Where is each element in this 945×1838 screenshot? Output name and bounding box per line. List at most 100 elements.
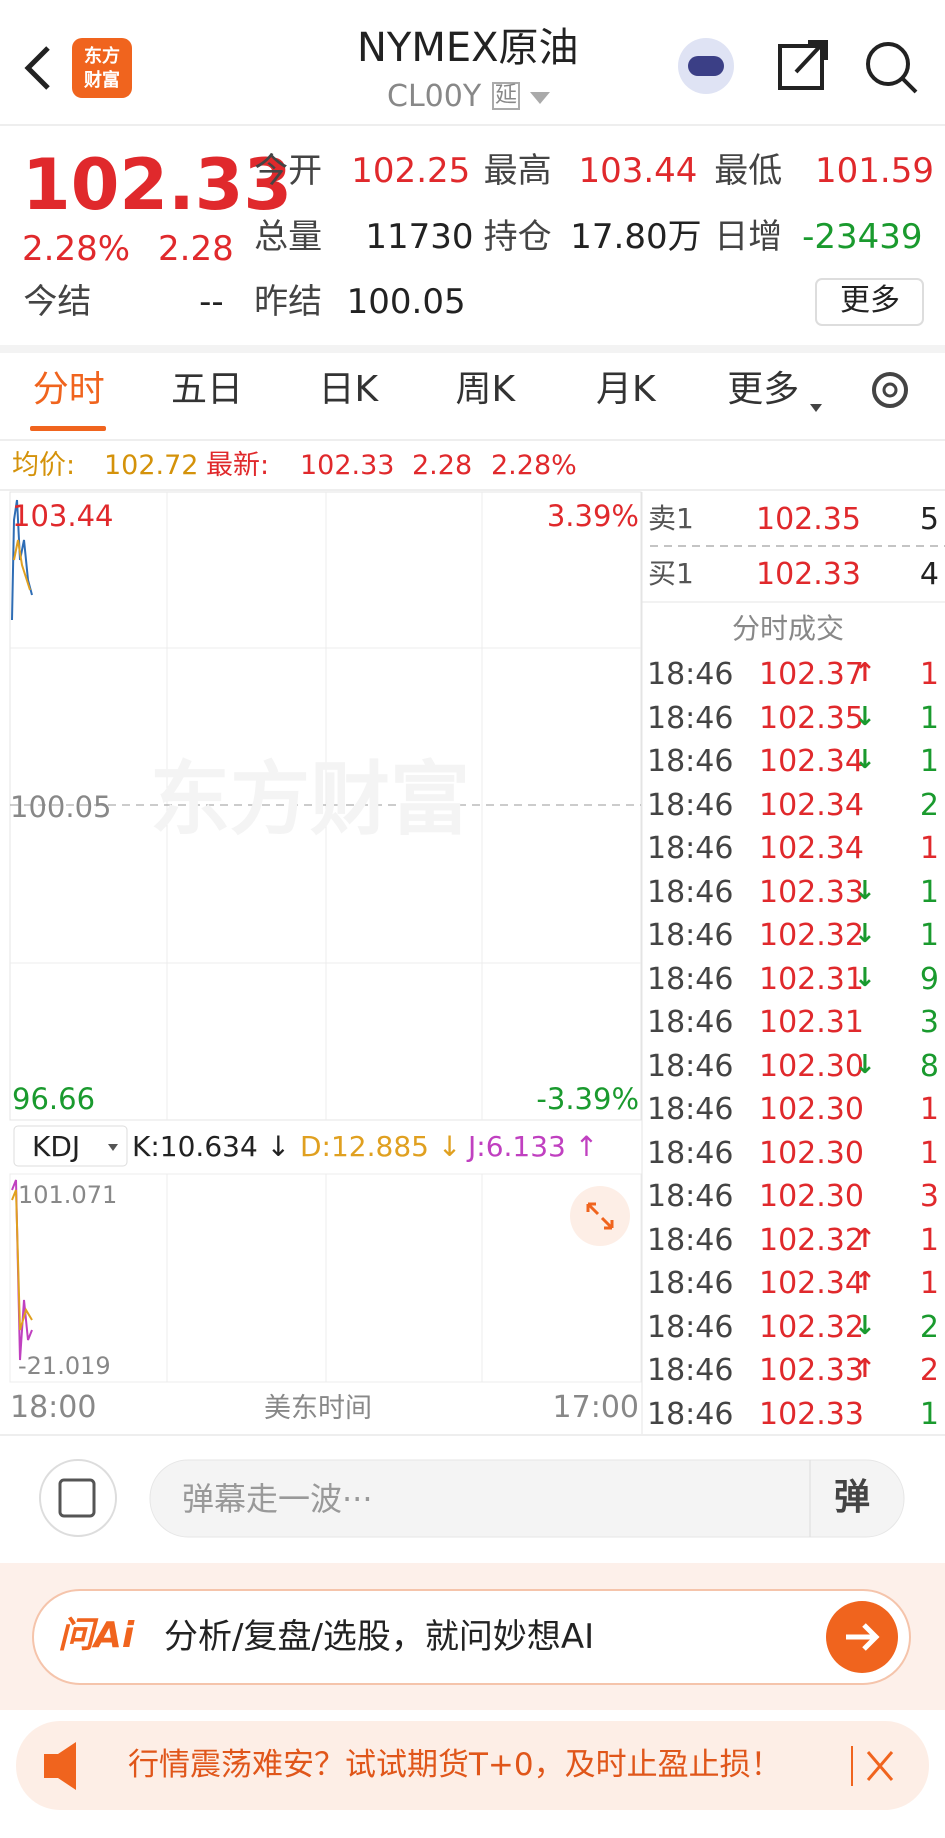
trade-volume: 1: [919, 744, 939, 779]
tab[interactable]: 更多: [727, 369, 800, 410]
trade-arrow: ↓: [854, 745, 876, 775]
trade-time: 18:46: [647, 831, 734, 866]
tab[interactable]: 月K: [596, 369, 656, 410]
book-label: 卖1: [648, 502, 694, 535]
x-mid: 美东时间: [264, 1393, 372, 1424]
kdj-d: D:12.885 ↓: [300, 1130, 462, 1163]
trade-time: 18:46: [647, 1048, 734, 1084]
field-value: 103.44: [578, 151, 698, 192]
trade-time: 18:46: [647, 1266, 734, 1301]
title: NYMEX原油: [357, 25, 579, 71]
trade-arrow: ↓: [854, 1049, 876, 1080]
field-value: --: [199, 282, 224, 323]
trades-title: 分时成交: [732, 612, 845, 645]
trade-volume: 1: [919, 1222, 939, 1258]
info-change: 2.28: [412, 450, 473, 481]
trade-volume: 3: [919, 1179, 939, 1214]
x-end: 17:00: [552, 1390, 639, 1425]
trade-price: 102.32: [759, 1222, 864, 1258]
field-label: 最低: [714, 151, 783, 192]
book-price: 102.35: [756, 502, 861, 537]
trade-volume: 1: [919, 831, 939, 866]
field-value: 17.80万: [570, 216, 702, 257]
price: 102.33: [22, 144, 293, 226]
book-volume: 4: [919, 557, 939, 592]
trade-volume: 1: [919, 1396, 939, 1432]
danmu-button[interactable]: 弹: [834, 1477, 871, 1518]
pct-high: 3.39%: [546, 499, 639, 533]
field-value: 102.25: [351, 151, 471, 192]
trade-time: 18:46: [647, 1222, 734, 1258]
trade-price: 102.30: [759, 1135, 864, 1171]
trade-volume: 8: [919, 1048, 939, 1084]
trade-time: 18:46: [647, 1353, 734, 1388]
trade-time: 18:46: [647, 1396, 734, 1432]
field-value: 11730: [365, 216, 474, 257]
trade-price: 102.31: [759, 961, 864, 997]
field-label: 日增: [714, 216, 783, 257]
trade-volume: 1: [919, 657, 939, 692]
trade-time: 18:46: [647, 700, 734, 736]
trade-arrow: ↓: [854, 919, 876, 949]
kdj-k: K:10.634 ↓: [132, 1130, 291, 1163]
tab[interactable]: 分时: [32, 369, 105, 410]
change: 2.28: [158, 229, 234, 269]
trade-time: 18:46: [647, 1309, 734, 1345]
trade-price: 102.30: [759, 1092, 864, 1127]
book-volume: 5: [919, 502, 939, 537]
field-label: 最高: [483, 151, 552, 192]
trade-price: 102.32: [759, 1309, 864, 1345]
comment-input[interactable]: 弹幕走一波···: [182, 1480, 373, 1518]
tab[interactable]: 五日: [170, 369, 243, 410]
trade-price: 102.34: [759, 744, 864, 779]
trade-price: 102.32: [759, 918, 864, 953]
trade-arrow: ↑: [854, 1354, 876, 1384]
trade-volume: 2: [919, 787, 939, 823]
x-start: 18:00: [10, 1390, 97, 1425]
trade-price: 102.33: [759, 1396, 864, 1432]
trade-volume: 3: [919, 1005, 939, 1040]
info-pct: 2.28%: [491, 450, 577, 481]
trade-volume: 1: [919, 1135, 939, 1171]
trade-arrow: ↓: [854, 962, 876, 993]
kdj-low: -21.019: [18, 1352, 111, 1380]
tab[interactable]: 日K: [318, 369, 379, 410]
trade-price: 102.31: [759, 1005, 864, 1040]
banner-text[interactable]: 行情震荡难安？试试期货T+0，及时止盈止损！: [128, 1747, 782, 1783]
y-mid: 100.05: [10, 790, 112, 824]
more-button[interactable]: 更多: [840, 283, 900, 318]
trade-arrow: ↑: [854, 1223, 876, 1254]
y-high: 103.44: [12, 499, 114, 533]
kdj-j: J:6.133 ↑: [468, 1130, 599, 1163]
trade-time: 18:46: [647, 787, 734, 823]
trade-volume: 2: [919, 1353, 939, 1388]
trade-time: 18:46: [647, 1135, 734, 1171]
book-price: 102.33: [756, 557, 861, 592]
delay-tag: 延: [492, 82, 521, 110]
book-label: 买1: [648, 557, 694, 590]
latest: 102.33: [300, 450, 395, 481]
trade-time: 18:46: [647, 657, 734, 692]
avg: 102.72: [104, 450, 199, 481]
trade-time: 18:46: [647, 918, 734, 953]
trade-price: 102.34: [759, 787, 864, 823]
ai-prompt[interactable]: 分析/复盘/选股，就问妙想AI: [164, 1617, 595, 1657]
svg-text:东方: 东方: [84, 45, 120, 67]
field-value: 100.05: [346, 282, 466, 323]
trade-volume: 1: [919, 700, 939, 736]
trade-price: 102.33: [759, 1353, 864, 1388]
field-value: -23439: [802, 216, 923, 257]
trade-price: 102.33: [759, 874, 864, 910]
trade-volume: 9: [919, 961, 939, 997]
trade-arrow: ↓: [854, 1310, 876, 1341]
field-label: 持仓: [483, 216, 552, 257]
field-label: 今开: [254, 151, 323, 192]
trade-price: 102.30: [759, 1048, 864, 1084]
trade-time: 18:46: [647, 1092, 734, 1127]
trade-volume: 2: [919, 1309, 939, 1345]
indicator[interactable]: KDJ: [32, 1130, 81, 1163]
tab[interactable]: 周K: [455, 369, 516, 410]
pct-low: -3.39%: [536, 1082, 639, 1116]
trade-time: 18:46: [647, 874, 734, 910]
